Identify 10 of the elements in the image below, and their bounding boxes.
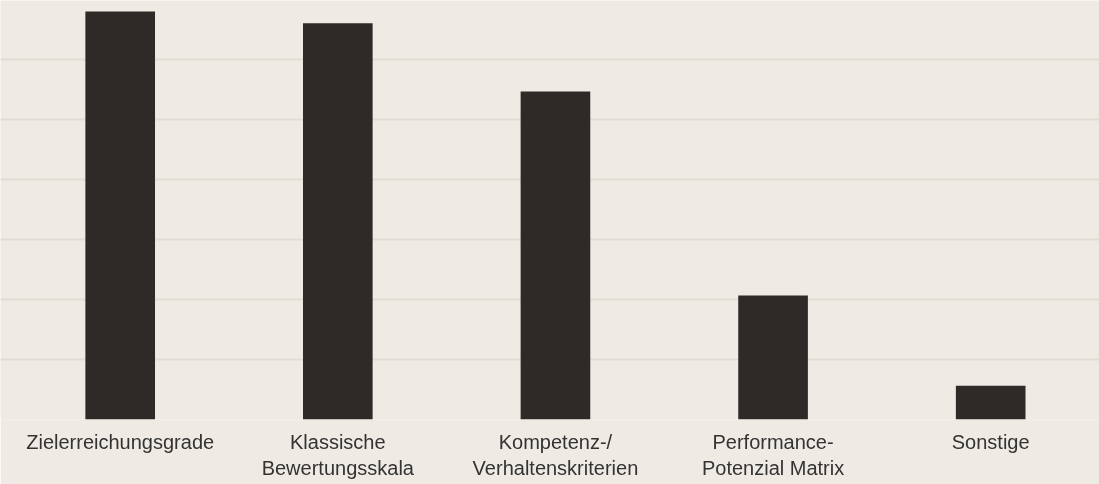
- x-tick-label: Sonstige: [951, 430, 1030, 453]
- bar: [955, 385, 1026, 420]
- x-tick-label: Kompetenz-/ Verhaltenskriterien: [472, 430, 639, 479]
- x-tick-label: Zielerreichungsgrade: [26, 430, 215, 453]
- bar: [738, 295, 808, 420]
- x-tick-label: Performance- Potenzial Matrix: [701, 430, 845, 479]
- bar: [303, 23, 373, 420]
- x-tick-label: Klassische Bewertungsskala: [261, 430, 415, 479]
- bar: [520, 91, 591, 420]
- bar: [85, 11, 156, 420]
